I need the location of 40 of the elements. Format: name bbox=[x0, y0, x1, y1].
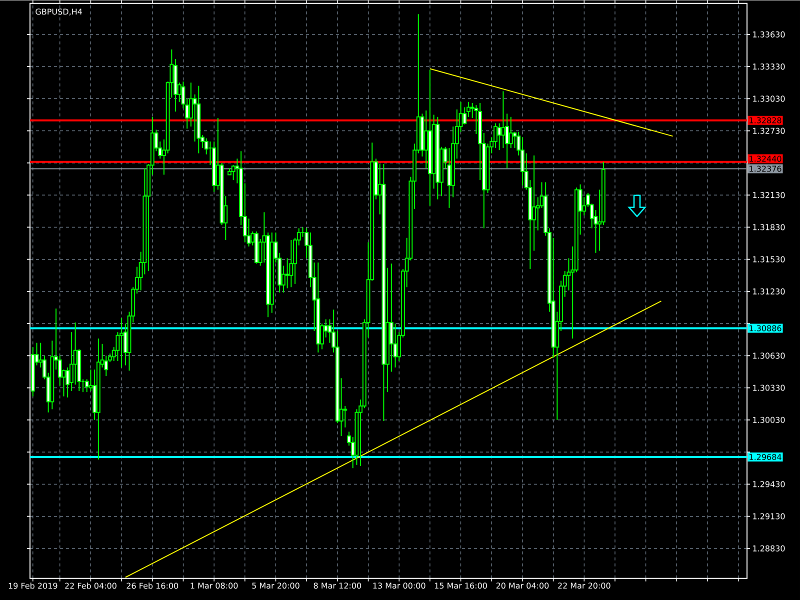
y-tick-label: 1.29430 bbox=[753, 480, 785, 487]
candlestick bbox=[120, 318, 124, 368]
x-tick-label: 19 Feb 2019 bbox=[8, 582, 58, 589]
x-tick-label: 13 Mar 00:00 bbox=[373, 582, 426, 588]
y-tick-label: 1.32130 bbox=[753, 192, 785, 198]
y-tick-label: 1.33330 bbox=[753, 63, 785, 70]
y-tick-label: 1.31830 bbox=[753, 224, 785, 230]
ref-line-label: 1.32376 bbox=[750, 165, 782, 172]
ref-line-label: 1.32440 bbox=[750, 155, 782, 162]
candlestick bbox=[508, 116, 513, 148]
y-tick-label: 1.32730 bbox=[753, 128, 785, 134]
text: GBPUSD,H4 bbox=[36, 8, 82, 16]
x-tick-label: 26 Feb 16:00 bbox=[126, 582, 178, 589]
candlestick bbox=[497, 122, 502, 150]
ref-line-label: 1.29684 bbox=[750, 454, 782, 460]
candlestick bbox=[389, 262, 394, 372]
y-tick-label: 1.30330 bbox=[753, 384, 785, 391]
y-tick-label: 1.31530 bbox=[753, 256, 785, 262]
y-tick-label: 1.33030 bbox=[753, 95, 785, 102]
x-tick-label: 1 Mar 08:00 bbox=[190, 582, 238, 588]
ref-line-label: 1.30886 bbox=[750, 325, 782, 332]
x-tick-label: 22 Feb 04:00 bbox=[65, 582, 116, 589]
y-tick-label: 1.30030 bbox=[753, 416, 785, 423]
ref-line-label: 1.32828 bbox=[750, 117, 782, 124]
y-tick-label: 1.30630 bbox=[753, 352, 785, 358]
x-tick-label: 8 Mar 12:00 bbox=[314, 582, 362, 588]
candlestick bbox=[285, 258, 290, 289]
y-tick-label: 1.31230 bbox=[753, 288, 785, 294]
y-tick-label: 1.33630 bbox=[753, 31, 785, 38]
y-tick-label: 1.28830 bbox=[753, 545, 785, 552]
y-tick-label: 1.29130 bbox=[753, 513, 785, 520]
x-tick-label: 15 Mar 16:00 bbox=[434, 582, 487, 588]
candlestick bbox=[447, 147, 452, 208]
candlestick bbox=[289, 239, 294, 288]
candlestick bbox=[501, 90, 506, 148]
x-tick-label: 20 Mar 04:00 bbox=[496, 582, 549, 588]
candlestick bbox=[343, 405, 348, 428]
x-tick-label: 22 Mar 20:00 bbox=[558, 582, 610, 588]
x-tick-label: 5 Mar 20:00 bbox=[252, 582, 300, 588]
candlestick bbox=[532, 154, 536, 252]
